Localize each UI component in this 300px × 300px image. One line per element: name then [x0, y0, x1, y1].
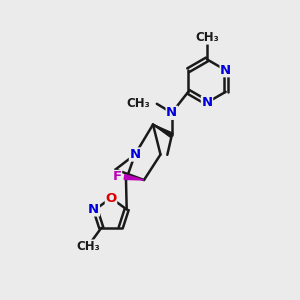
Text: N: N: [220, 64, 231, 77]
Polygon shape: [124, 175, 144, 180]
Text: N: N: [201, 96, 213, 109]
Text: CH₃: CH₃: [195, 31, 219, 44]
Text: N: N: [88, 203, 99, 216]
Text: F: F: [112, 170, 122, 184]
Text: N: N: [166, 106, 177, 119]
Text: CH₃: CH₃: [126, 97, 150, 110]
Text: O: O: [105, 191, 117, 205]
Text: CH₃: CH₃: [77, 240, 100, 253]
Polygon shape: [153, 124, 173, 137]
Text: N: N: [129, 148, 141, 161]
